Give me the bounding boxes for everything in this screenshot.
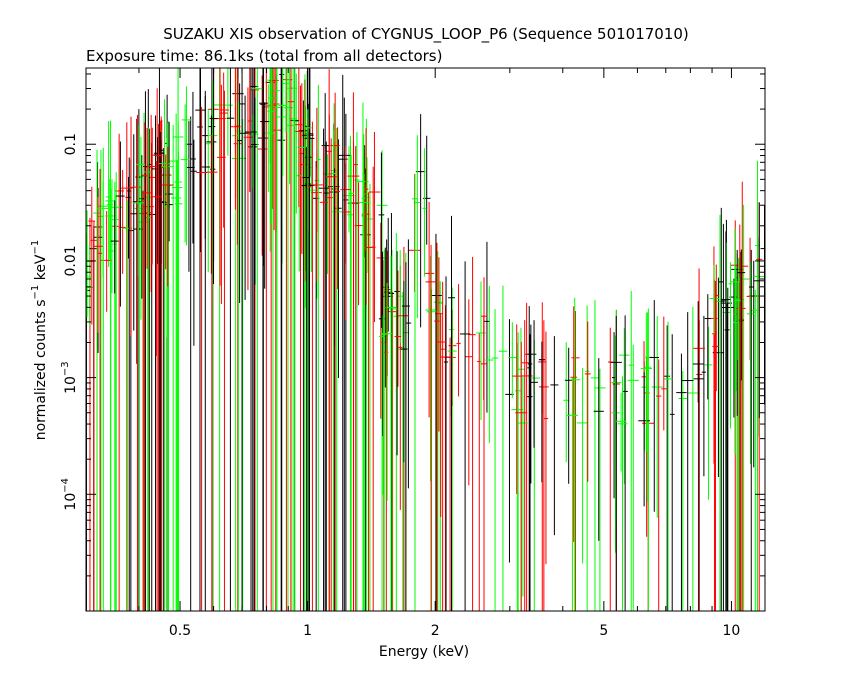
x-tick-label: 5 [599, 623, 608, 639]
y-tick-label: 10−3 [60, 361, 79, 394]
x-tick-label: 10 [723, 623, 741, 639]
plot-frame [85, 67, 766, 612]
y-tick-label: 0.01 [63, 245, 79, 276]
y-axis-label: normalized counts s−1 keV−1 [30, 240, 49, 441]
x-tick-label: 2 [431, 623, 440, 639]
axes: 0.5 1 2 5 10 0.1 0.01 10−3 10−4 [60, 67, 766, 639]
y-tick-label: 0.1 [63, 133, 79, 155]
x-axis-label: Energy (keV) [379, 644, 469, 660]
chart-title: SUZAKU XIS observation of CYGNUS_LOOP_P6… [163, 25, 689, 44]
chart-subtitle: Exposure time: 86.1ks (total from all de… [86, 47, 442, 65]
x-tick-label: 0.5 [169, 623, 191, 639]
x-tick-label: 1 [303, 623, 312, 639]
plot-data-area [86, 68, 765, 611]
y-tick-label: 10−4 [60, 478, 79, 511]
